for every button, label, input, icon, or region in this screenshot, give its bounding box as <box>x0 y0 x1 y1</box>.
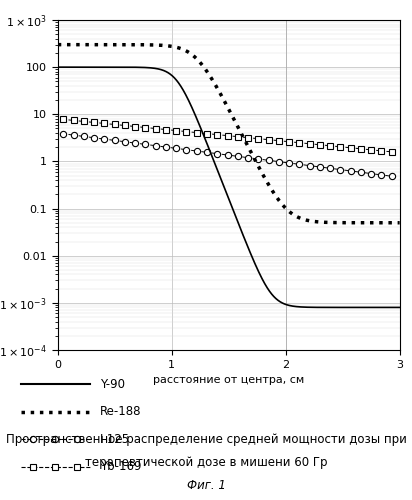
Y-90 <box>222 184 227 190</box>
Yb-169 <box>246 134 250 140</box>
Re-188 <box>73 42 78 48</box>
I-125 <box>122 138 127 144</box>
I-125 <box>246 154 250 160</box>
I-125 <box>358 170 363 175</box>
Yb-169 <box>276 138 281 143</box>
I-125 <box>215 150 220 156</box>
Text: Yb-169: Yb-169 <box>100 460 141 473</box>
Yb-169 <box>307 140 312 146</box>
Yb-169 <box>338 144 343 150</box>
Yb-169 <box>174 128 179 134</box>
Text: терапевтической дозе в мишени 60 Гр: терапевтической дозе в мишени 60 Гр <box>85 456 327 469</box>
Yb-169 <box>266 136 271 142</box>
I-125 <box>389 173 394 179</box>
Yb-169 <box>389 149 394 155</box>
I-125 <box>266 158 271 164</box>
I-125 <box>143 142 148 148</box>
Y-90 <box>213 160 218 166</box>
Yb-169 <box>82 118 87 124</box>
I-125 <box>235 154 240 160</box>
Yb-169 <box>153 126 158 132</box>
Yb-169 <box>235 134 240 140</box>
I-125 <box>92 135 97 141</box>
I-125 <box>82 134 87 140</box>
Y-90 <box>55 64 60 70</box>
I-125 <box>184 146 189 152</box>
Y-90 <box>387 304 392 310</box>
I-125 <box>256 156 261 162</box>
Text: Re-188: Re-188 <box>100 405 141 418</box>
Line: Y-90: Y-90 <box>58 67 400 308</box>
Re-188 <box>213 81 218 87</box>
Yb-169 <box>61 116 66 122</box>
Re-188 <box>387 220 392 226</box>
I-125 <box>112 138 117 143</box>
Re-188 <box>222 98 227 103</box>
Yb-169 <box>369 147 374 153</box>
I-125 <box>369 170 374 176</box>
Yb-169 <box>328 143 332 149</box>
Yb-169 <box>317 142 322 148</box>
I-125 <box>164 144 169 150</box>
I-125 <box>307 162 312 168</box>
Yb-169 <box>133 124 138 130</box>
Yb-169 <box>122 122 127 128</box>
Yb-169 <box>164 126 169 132</box>
Yb-169 <box>379 148 384 154</box>
I-125 <box>61 131 66 137</box>
Re-188 <box>387 220 392 226</box>
I-125 <box>194 148 199 154</box>
Line: I-125: I-125 <box>60 130 395 180</box>
Text: Фиг. 1: Фиг. 1 <box>187 479 225 492</box>
I-125 <box>133 140 138 146</box>
I-125 <box>338 166 343 172</box>
Y-90 <box>73 64 78 70</box>
Yb-169 <box>256 136 261 141</box>
I-125 <box>153 142 158 148</box>
I-125 <box>328 166 332 172</box>
Yb-169 <box>112 122 117 128</box>
Re-188 <box>55 42 60 48</box>
I-125 <box>225 152 230 158</box>
Yb-169 <box>194 130 199 136</box>
Text: I-125: I-125 <box>100 432 130 446</box>
I-125 <box>102 136 107 142</box>
Yb-169 <box>204 130 209 136</box>
Yb-169 <box>297 140 302 145</box>
I-125 <box>204 150 209 156</box>
Y-90 <box>387 304 392 310</box>
Yb-169 <box>184 128 189 134</box>
I-125 <box>297 162 302 168</box>
I-125 <box>287 160 292 166</box>
Line: Yb-169: Yb-169 <box>60 116 395 155</box>
Y-90 <box>325 304 330 310</box>
Yb-169 <box>102 120 107 126</box>
Re-188 <box>397 220 402 226</box>
I-125 <box>348 168 353 174</box>
I-125 <box>317 164 322 170</box>
Yb-169 <box>358 146 363 152</box>
Yb-169 <box>225 132 230 138</box>
X-axis label: расстояние от центра, см: расстояние от центра, см <box>153 376 304 386</box>
Line: Re-188: Re-188 <box>58 44 400 223</box>
Yb-169 <box>143 124 148 130</box>
Yb-169 <box>348 145 353 151</box>
Yb-169 <box>287 138 292 144</box>
Y-90 <box>397 304 402 310</box>
I-125 <box>174 146 179 152</box>
Re-188 <box>325 220 330 226</box>
I-125 <box>379 172 384 178</box>
Text: Пространственное распределение средней мощности дозы при: Пространственное распределение средней м… <box>6 432 406 446</box>
I-125 <box>71 132 76 138</box>
I-125 <box>276 158 281 164</box>
Yb-169 <box>92 120 97 126</box>
Text: Y-90: Y-90 <box>100 378 125 390</box>
Yb-169 <box>71 118 76 124</box>
Yb-169 <box>215 132 220 138</box>
